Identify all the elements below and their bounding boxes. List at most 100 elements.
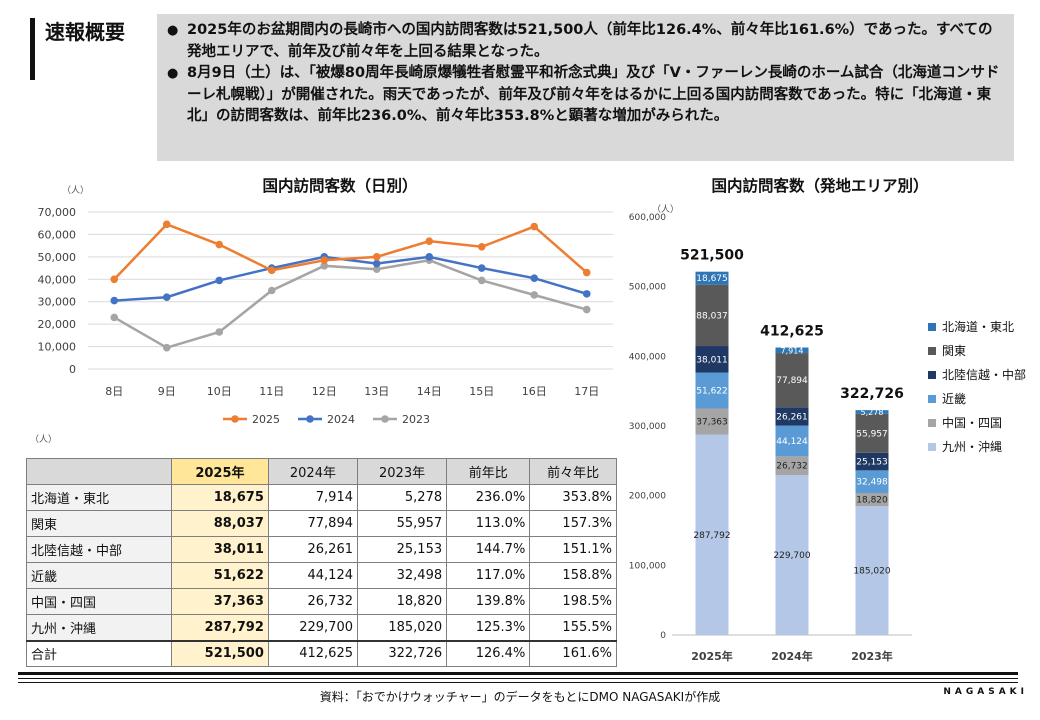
table-unit: （人） bbox=[30, 435, 58, 445]
area-visitors-stacked-bar-chart: 0 100,000 200,000 300,000 400,000 500,000 600,… bbox=[629, 213, 912, 663]
table-cell: 18,820 bbox=[356, 588, 448, 615]
data-point-2023 bbox=[267, 286, 276, 295]
total-label: 521,500 bbox=[680, 248, 744, 264]
data-point-2023 bbox=[582, 305, 591, 314]
y-tick-label: 50,000 bbox=[38, 251, 77, 264]
legend-item: 中国・四国 bbox=[928, 414, 1002, 431]
data-label-北陸信越・中部: 26,261 bbox=[776, 412, 808, 422]
bar-segment-近畿 bbox=[695, 372, 729, 409]
bar-segment-中国・四国 bbox=[695, 408, 729, 435]
legend-item: 近畿 bbox=[928, 390, 966, 407]
data-point-2025 bbox=[110, 275, 119, 284]
table-cell: 353.8% bbox=[529, 484, 617, 511]
y-tick-label: 0 bbox=[69, 363, 76, 376]
x-tick-label: 8日 bbox=[105, 385, 123, 398]
legend-item: 北海道・東北 bbox=[928, 318, 1014, 335]
legend-swatch bbox=[928, 442, 936, 451]
data-point-2025 bbox=[477, 242, 486, 251]
y-tick-label: 500,000 bbox=[629, 283, 666, 293]
legend-swatch bbox=[928, 322, 936, 331]
x-tick-label: 14日 bbox=[417, 385, 442, 398]
x-tick-label: 2025年 bbox=[691, 649, 733, 663]
data-point-2025 bbox=[582, 268, 591, 277]
y-tick-label: 200,000 bbox=[629, 492, 666, 502]
series-line-2024 bbox=[114, 255, 588, 302]
table-cell: 26,732 bbox=[267, 588, 359, 615]
bar-segment-北海道・東北 bbox=[855, 410, 889, 414]
table-header-cell: 前々年比 bbox=[529, 458, 617, 485]
data-label-関東: 77,894 bbox=[776, 376, 808, 386]
legend-label: 中国・四国 bbox=[942, 416, 1003, 430]
table-cell: 198.5% bbox=[529, 588, 617, 615]
table-cell: 38,011 bbox=[171, 536, 269, 563]
table-cell: 九州・沖縄 bbox=[26, 614, 172, 641]
legend-label: 関東 bbox=[942, 344, 967, 358]
data-label-近畿: 32,498 bbox=[856, 478, 888, 488]
y-tick-label: 300,000 bbox=[629, 422, 666, 432]
bar-segment-北陸信越・中部 bbox=[855, 452, 889, 471]
table-cell: 合計 bbox=[26, 639, 172, 667]
table-cell: 157.3% bbox=[529, 510, 617, 537]
bar-chart-unit: （人） bbox=[652, 205, 680, 215]
y-tick-label: 10,000 bbox=[38, 341, 77, 354]
y-tick-label: 0 bbox=[660, 631, 666, 641]
bar-segment-九州・沖縄 bbox=[695, 434, 729, 635]
bar-segment-北陸信越・中部 bbox=[695, 346, 729, 373]
table-row: 北海道・東北 18,675 7,914 5,278 236.0% 353.8% bbox=[26, 484, 617, 511]
table-cell: 5,278 bbox=[356, 484, 448, 511]
table-cell: 521,500 bbox=[171, 639, 269, 667]
legend-item: 北陸信越・中部 bbox=[928, 366, 1026, 383]
table-cell: 113.0% bbox=[446, 510, 531, 537]
y-tick-label: 400,000 bbox=[629, 352, 666, 362]
data-point-2025 bbox=[267, 266, 276, 275]
legend-label: 近畿 bbox=[942, 392, 967, 406]
data-label-中国・四国: 37,363 bbox=[696, 417, 728, 427]
data-label-中国・四国: 18,820 bbox=[856, 496, 888, 506]
data-point-2024 bbox=[425, 253, 434, 261]
section-title-block: 速報概要 bbox=[30, 18, 150, 80]
bar-segment-関東 bbox=[695, 284, 729, 347]
legend-label: 北陸信越・中部 bbox=[942, 368, 1027, 382]
y-tick-label: 60,000 bbox=[38, 228, 77, 241]
source-note: 資料：「おでかけウォッチャー」のデータをもとにDMO NAGASAKIが作成 bbox=[319, 690, 721, 704]
visitors-by-area-table: 2025年 2024年 2023年 前年比 前々年比 北海道・東北 18,675… bbox=[26, 458, 617, 667]
data-point-2023 bbox=[215, 328, 224, 336]
data-point-2023 bbox=[162, 343, 171, 352]
data-label-関東: 88,037 bbox=[696, 311, 728, 321]
table-cell: 25,153 bbox=[356, 536, 448, 563]
bar-segment-北海道・東北 bbox=[775, 347, 809, 354]
legend-swatch bbox=[928, 346, 936, 355]
table-cell: 北陸信越・中部 bbox=[26, 536, 172, 563]
summary-list: 2025年のお盆期間内の長崎市への国内訪問客数は521,500人（前年比126.… bbox=[167, 20, 1002, 128]
y-tick-label: 40,000 bbox=[38, 273, 77, 286]
legend-label-2025: 2025 bbox=[252, 413, 280, 426]
table-cell: 88,037 bbox=[171, 510, 269, 537]
table-cell: 158.8% bbox=[529, 562, 617, 589]
table-row: 北陸信越・中部 38,011 26,261 25,153 144.7% 151.… bbox=[26, 536, 617, 563]
table-cell: 155.5% bbox=[529, 614, 617, 641]
data-point-2024 bbox=[477, 264, 486, 272]
bar-segment-近畿 bbox=[855, 470, 889, 493]
table-header-cell: 前年比 bbox=[446, 458, 531, 485]
table-header-cell: 2023年 bbox=[356, 458, 448, 485]
data-label-中国・四国: 26,732 bbox=[776, 462, 808, 472]
data-label-北海道・東北: 7,914 bbox=[781, 346, 804, 355]
table-cell: 185,020 bbox=[356, 614, 448, 641]
data-label-北海道・東北: 5,278 bbox=[861, 408, 884, 417]
y-tick-label: 600,000 bbox=[629, 213, 666, 223]
table-header-cell: 2025年 bbox=[171, 458, 269, 485]
footer-rule bbox=[18, 672, 1018, 683]
x-tick-label: 15日 bbox=[469, 385, 494, 398]
x-tick-label: 10日 bbox=[207, 385, 232, 398]
legend-swatch bbox=[928, 370, 936, 379]
table-cell: 中国・四国 bbox=[26, 588, 172, 615]
x-tick-label: 13日 bbox=[364, 385, 389, 398]
x-tick-label: 2024年 bbox=[771, 649, 813, 663]
x-tick-label: 12日 bbox=[312, 385, 337, 398]
table-cell: 125.3% bbox=[446, 614, 531, 641]
data-label-近畿: 51,622 bbox=[696, 386, 728, 396]
table-cell: 322,726 bbox=[356, 639, 448, 667]
table-row: 中国・四国 37,363 26,732 18,820 139.8% 198.5% bbox=[26, 588, 617, 615]
table-total-row: 合計 521,500 412,625 322,726 126.4% 161.6% bbox=[26, 639, 617, 667]
bar-segment-中国・四国 bbox=[855, 492, 889, 507]
